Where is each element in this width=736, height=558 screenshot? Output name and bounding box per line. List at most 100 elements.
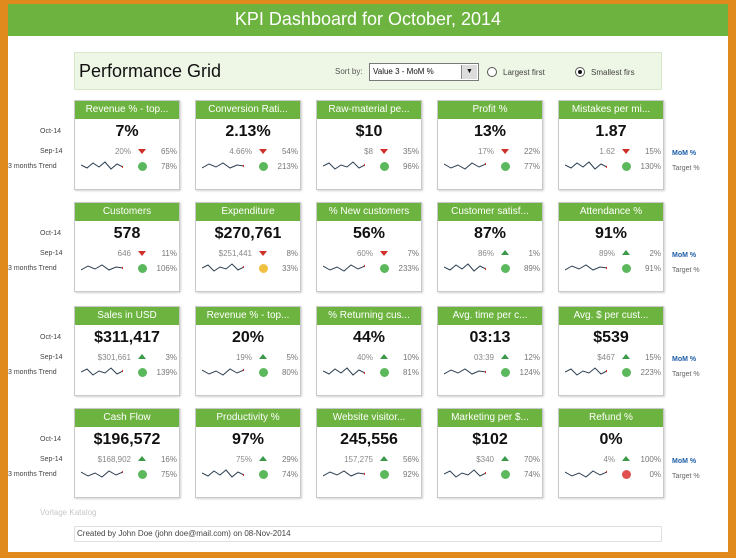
triangle-up-icon <box>380 456 388 461</box>
kpi-value: 1.87 <box>595 123 627 140</box>
side-label-target: Target % <box>672 473 700 480</box>
triangle-up-icon <box>501 354 509 359</box>
sparkline-trend <box>565 264 607 271</box>
kpi-mom-percent: 100% <box>640 455 661 464</box>
side-label-target: Target % <box>672 371 700 378</box>
triangle-down-icon <box>622 149 630 154</box>
kpi-previous-value: 86% <box>477 249 494 258</box>
chevron-down-icon[interactable]: ▼ <box>461 65 477 79</box>
kpi-title: Sales in USD <box>75 307 179 325</box>
triangle-up-icon <box>622 354 630 359</box>
side-label-mom: MoM % <box>672 458 697 465</box>
kpi-mom-percent: 3% <box>165 353 177 362</box>
kpi-target-percent: 130% <box>640 162 661 171</box>
kpi-target-percent: 89% <box>523 264 540 273</box>
sparkline-trend <box>81 264 123 271</box>
kpi-value: 44% <box>352 329 386 346</box>
kpi-mom-percent: 1% <box>528 249 540 258</box>
side-label-target: Target % <box>672 165 700 172</box>
kpi-mom-percent: 54% <box>281 147 298 156</box>
kpi-value: 56% <box>352 225 386 242</box>
row-label-trend: 3 months Trend <box>8 471 57 478</box>
kpi-title: Customer satisf... <box>438 203 542 221</box>
kpi-target-percent: 33% <box>281 264 298 273</box>
triangle-up-icon <box>259 354 267 359</box>
side-label-mom: MoM % <box>672 356 697 363</box>
kpi-mom-percent: 5% <box>286 353 298 362</box>
dashboard-sheet: KPI Dashboard for October, 2014 Performa… <box>8 4 728 552</box>
kpi-previous-value: 157,275 <box>344 455 373 464</box>
kpi-previous-value: $301,661 <box>97 353 131 362</box>
status-dot-icon <box>622 368 631 377</box>
kpi-card: Marketing per $... $102 $340 70% 74% <box>437 408 543 498</box>
kpi-title: Customers <box>75 203 179 221</box>
triangle-down-icon <box>380 251 388 256</box>
sparkline-trend <box>444 368 486 375</box>
kpi-value: 245,556 <box>340 431 398 448</box>
radio-largest-first[interactable] <box>487 67 497 77</box>
sparkline-trend <box>444 162 486 170</box>
row-label-trend: 3 months Trend <box>8 265 57 272</box>
kpi-previous-value: $251,441 <box>218 249 252 258</box>
kpi-target-percent: 106% <box>156 264 177 273</box>
triangle-up-icon <box>501 250 509 255</box>
sparkline-trend <box>323 264 365 272</box>
kpi-title: Productivity % <box>196 409 300 427</box>
row-label-current: Oct-14 <box>40 230 62 237</box>
kpi-value: 97% <box>231 431 265 448</box>
kpi-previous-value: 4% <box>603 455 615 464</box>
kpi-title: Raw-material pe... <box>317 101 421 119</box>
sort-dropdown[interactable]: Value 3 - MoM % ▼ <box>369 63 479 81</box>
kpi-value: $10 <box>355 123 383 140</box>
status-dot-icon <box>259 368 268 377</box>
kpi-value: $270,761 <box>214 225 282 242</box>
kpi-title: Conversion Rati... <box>196 101 300 119</box>
row-label-trend: 3 months Trend <box>8 369 57 376</box>
kpi-title: Avg. $ per cust... <box>559 307 663 325</box>
status-dot-icon <box>259 162 268 171</box>
status-dot-icon <box>259 470 268 479</box>
kpi-target-percent: 81% <box>402 368 419 377</box>
kpi-title: Revenue % - top... <box>75 101 179 119</box>
radio-smallest-first[interactable] <box>575 67 585 77</box>
kpi-card: Revenue % - top... 20% 19% 5% 80% <box>195 306 301 396</box>
kpi-title: Marketing per $... <box>438 409 542 427</box>
status-dot-icon <box>259 264 268 273</box>
sparkline-trend <box>444 469 486 478</box>
kpi-title: Revenue % - top... <box>196 307 300 325</box>
status-dot-icon <box>138 264 147 273</box>
kpi-previous-value: 646 <box>117 249 131 258</box>
sparkline-trend <box>81 161 123 170</box>
status-dot-icon <box>380 264 389 273</box>
kpi-target-percent: 78% <box>160 162 177 171</box>
triangle-down-icon <box>259 149 267 154</box>
kpi-mom-percent: 65% <box>160 147 177 156</box>
kpi-previous-value: 40% <box>356 353 373 362</box>
kpi-card: Profit % 13% 17% 22% 77% <box>437 100 543 190</box>
kpi-title: Attendance % <box>559 203 663 221</box>
kpi-title: % Returning cus... <box>317 307 421 325</box>
kpi-previous-value: 4.66% <box>229 147 252 156</box>
kpi-card: Productivity % 97% 75% 29% 74% <box>195 408 301 498</box>
kpi-mom-percent: 10% <box>402 353 419 362</box>
kpi-target-percent: 75% <box>160 470 177 479</box>
kpi-target-percent: 77% <box>523 162 540 171</box>
kpi-card: Attendance % 91% 89% 2% 91% <box>558 202 664 292</box>
triangle-up-icon <box>622 456 630 461</box>
kpi-title: Profit % <box>438 101 542 119</box>
kpi-previous-value: 17% <box>477 147 494 156</box>
kpi-card: Conversion Rati... 2.13% 4.66% 54% 213% <box>195 100 301 190</box>
sparkline-trend <box>444 263 486 272</box>
kpi-previous-value: $467 <box>597 353 615 362</box>
kpi-value: 7% <box>115 123 139 140</box>
kpi-mom-percent: 12% <box>523 353 540 362</box>
kpi-value: 578 <box>113 225 141 242</box>
triangle-down-icon <box>138 149 146 154</box>
side-label-target: Target % <box>672 267 700 274</box>
status-dot-icon <box>501 162 510 171</box>
status-dot-icon <box>501 264 510 273</box>
kpi-mom-percent: 35% <box>402 147 419 156</box>
kpi-target-percent: 92% <box>402 470 419 479</box>
sparkline-trend <box>323 161 365 170</box>
kpi-target-percent: 91% <box>644 264 661 273</box>
